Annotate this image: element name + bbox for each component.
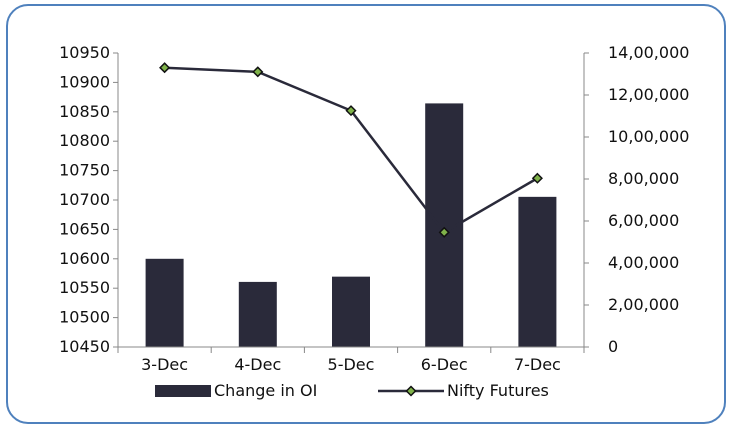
point-nifty-futures-4-Dec bbox=[252, 66, 264, 78]
x-tick-label: 6-Dec bbox=[421, 355, 468, 374]
right-tick-label: 0 bbox=[608, 337, 618, 356]
left-tick-label: 10700 bbox=[59, 190, 110, 209]
left-tick-label: 10650 bbox=[59, 219, 110, 238]
right-tick-label: 2,00,000 bbox=[608, 295, 679, 314]
point-nifty-futures-3-Dec bbox=[159, 62, 171, 74]
left-tick-label: 10950 bbox=[59, 43, 110, 62]
left-tick-label: 10550 bbox=[59, 278, 110, 297]
left-tick-label: 10900 bbox=[59, 72, 110, 91]
x-tick-label: 3-Dec bbox=[141, 355, 188, 374]
left-tick-label: 10500 bbox=[59, 308, 110, 327]
legend-swatch-change-in-oi bbox=[155, 385, 211, 397]
right-tick-label: 12,00,000 bbox=[608, 85, 689, 104]
x-tick-label: 5-Dec bbox=[328, 355, 375, 374]
series-line-nifty-futures bbox=[164, 66, 539, 234]
left-tick-label: 10850 bbox=[59, 102, 110, 121]
right-tick-label: 4,00,000 bbox=[608, 253, 679, 272]
left-tick-label: 10600 bbox=[59, 249, 110, 268]
combo-chart: 10450 10500 10550 10600 10650 10700 10750 10800… bbox=[59, 43, 689, 400]
point-nifty-futures-5-Dec bbox=[345, 105, 357, 117]
point-nifty-futures-6-Dec bbox=[438, 226, 450, 238]
right-tick-label: 10,00,000 bbox=[608, 127, 689, 146]
left-tick-label: 10800 bbox=[59, 131, 110, 150]
left-tick-label: 10750 bbox=[59, 161, 110, 180]
right-tick-label: 8,00,000 bbox=[608, 169, 679, 188]
point-nifty-futures-7-Dec bbox=[531, 172, 543, 184]
legend-marker-nifty-futures bbox=[405, 385, 417, 397]
bar-change-in-oi-5-Dec bbox=[332, 276, 370, 347]
legend-label-change-in-oi: Change in OI bbox=[214, 381, 317, 400]
legend-label-nifty-futures: Nifty Futures bbox=[447, 381, 549, 400]
right-tick-label: 6,00,000 bbox=[608, 211, 679, 230]
bar-change-in-oi-3-Dec bbox=[145, 258, 184, 347]
left-tick-label: 10450 bbox=[59, 337, 110, 356]
x-tick-label: 4-Dec bbox=[234, 355, 281, 374]
bar-change-in-oi-4-Dec bbox=[238, 281, 277, 347]
bar-change-in-oi-7-Dec bbox=[518, 196, 557, 347]
right-tick-label: 14,00,000 bbox=[608, 43, 689, 62]
x-tick-label: 7-Dec bbox=[514, 355, 561, 374]
